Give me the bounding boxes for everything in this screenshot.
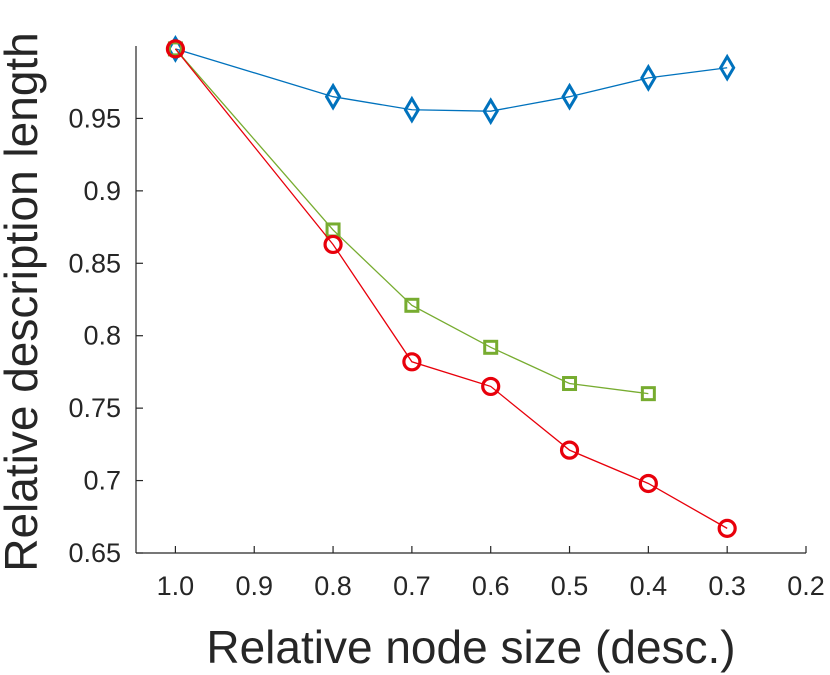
data-point-square	[167, 41, 183, 57]
x-tick-label: 0.3	[708, 571, 746, 601]
y-tick-label: 0.8	[83, 321, 121, 351]
x-axis-label: Relative node size (desc.)	[206, 621, 735, 673]
y-axis-label: Relative description length	[0, 32, 47, 572]
series-layer	[165, 34, 737, 538]
data-point-diamond	[718, 53, 736, 82]
x-tick-label: 0.9	[235, 571, 273, 601]
y-tick-label: 0.65	[68, 538, 121, 568]
data-point-circle	[559, 440, 580, 460]
y-tick-label: 0.7	[83, 466, 121, 496]
data-point-circle	[481, 376, 501, 397]
x-tick-label: 0.5	[551, 571, 589, 601]
y-tick-label: 0.9	[83, 176, 121, 206]
series-line-diamond	[175, 48, 728, 112]
x-tick-label: 0.2	[787, 571, 825, 601]
x-tick-label: 0.4	[630, 571, 668, 601]
y-tick-label: 0.85	[68, 248, 121, 278]
data-point-square	[562, 376, 578, 392]
data-point-circle	[717, 518, 737, 538]
data-point-circle	[323, 234, 343, 255]
data-point-square	[640, 386, 656, 402]
x-tick-label: 0.7	[393, 571, 431, 601]
x-tick-label: 0.8	[314, 571, 352, 601]
series-line-circle	[174, 48, 728, 529]
x-tick-label: 1.0	[157, 571, 195, 601]
chart-axes	[135, 46, 806, 554]
data-point-circle	[165, 39, 186, 59]
data-point-diamond	[640, 63, 657, 92]
data-point-diamond	[167, 34, 184, 63]
x-axis-ticks: 1.0 0.9 0.8 0.7 0.6 0.5 0.4 0.3 0.2	[157, 546, 825, 601]
x-tick-label: 0.6	[472, 571, 510, 601]
data-point-diamond	[561, 82, 578, 111]
y-tick-label: 0.75	[68, 393, 121, 423]
y-axis-ticks: 0.65 0.7 0.75 0.8 0.85 0.9 0.95	[68, 103, 143, 568]
y-tick-label: 0.95	[68, 103, 121, 133]
series-line-square	[174, 48, 649, 395]
data-point-circle	[402, 352, 422, 372]
data-point-square	[404, 297, 420, 313]
data-point-diamond	[403, 95, 421, 124]
data-point-diamond	[324, 82, 342, 111]
data-point-square	[483, 339, 499, 355]
data-point-circle	[638, 473, 658, 494]
data-point-diamond	[482, 97, 499, 126]
